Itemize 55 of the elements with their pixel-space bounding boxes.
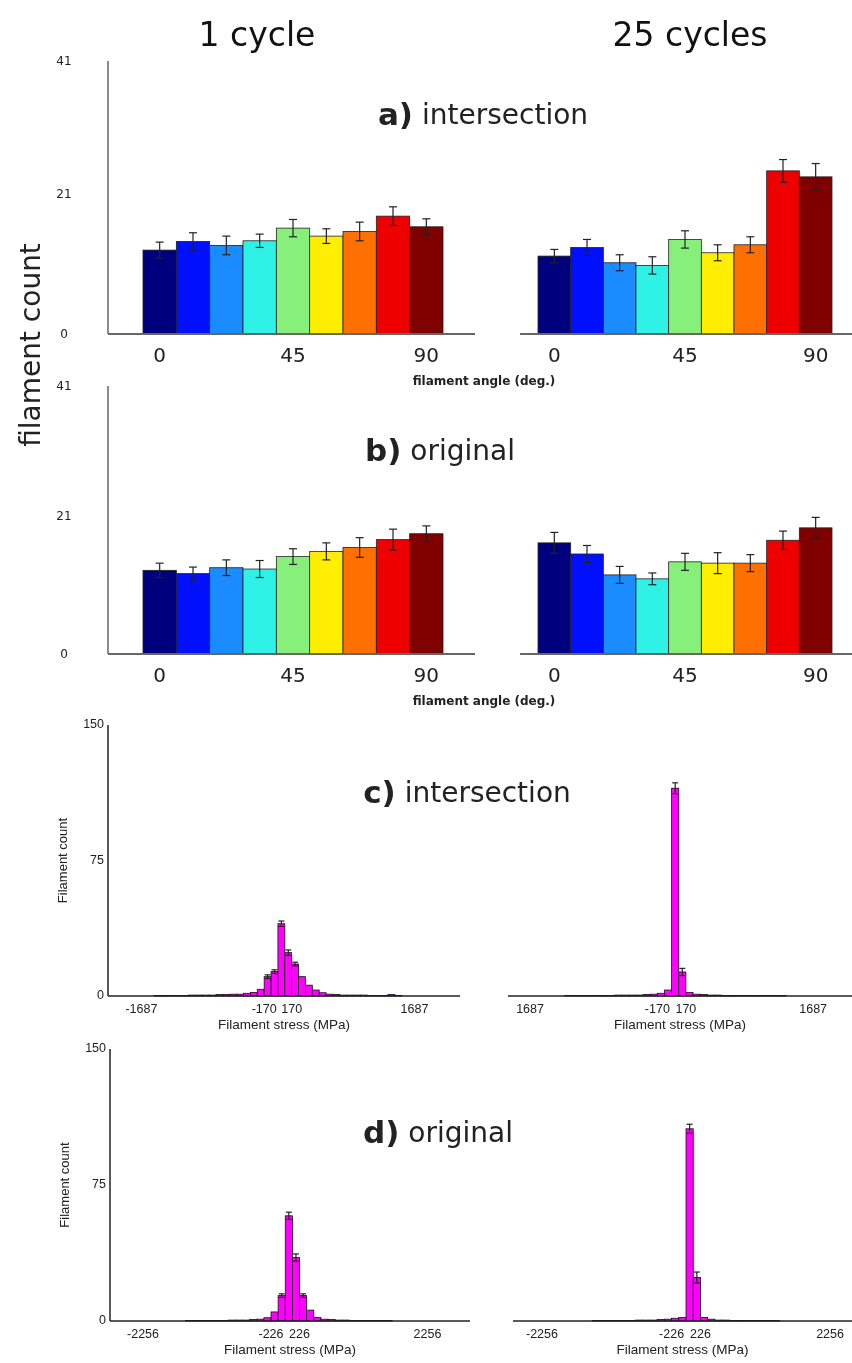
x-tick-label: 0 [547,343,561,367]
x-tick-label: 0 [547,663,561,687]
y-tick-label: 0 [60,326,68,341]
y-tick-label: 150 [85,1041,107,1056]
x-tick-label: -1687 [125,1002,158,1016]
x-tick-label: 170 [675,1002,697,1016]
y-tick-label: 41 [56,378,72,393]
x-tick-label: 45 [280,663,306,687]
x-tick-label: -170 [644,1002,670,1016]
y-axis-title: Filament count [57,1141,73,1228]
x-tick-label: 90 [802,343,829,367]
y-tick-label: 150 [83,717,105,732]
x-tick-label: -170 [251,1002,277,1016]
x-tick-label: 0 [153,343,167,367]
x-tick-label: 2256 [413,1327,442,1341]
x-tick-label: 226 [289,1327,310,1341]
y-tick-label: 75 [90,852,105,867]
y-tick-label: 21 [56,509,72,524]
y-axis-title: filament count [14,243,47,447]
x-axis-title: Filament stress (MPa) [616,1342,749,1357]
x-tick-label: -226 [659,1327,685,1341]
annotation: b) original [365,431,515,468]
x-tick-label: 1687 [799,1002,828,1016]
x-tick-label: 1687 [400,1002,429,1016]
y-tick-label: 0 [99,1313,107,1328]
y-tick-label: 75 [92,1177,107,1192]
x-tick-label: 1687 [516,1002,545,1016]
y-tick-label: 0 [97,988,105,1003]
y-tick-label: 21 [56,186,72,201]
x-tick-label: 170 [281,1002,303,1016]
x-tick-label: 90 [802,663,829,687]
annotation: c) intersection [363,773,571,810]
x-tick-label: 45 [280,343,306,367]
y-axis-title: Filament count [55,817,71,904]
annotation: a) intersection [377,95,589,132]
x-axis-title: Filament stress (MPa) [217,1017,351,1032]
x-tick-label: -226 [258,1327,284,1341]
x-tick-label: 45 [672,343,698,367]
chart-title: 25 cycles [612,14,768,54]
annotation: d) original [363,1113,513,1150]
y-tick-label: 41 [56,53,72,68]
x-axis-title: filament angle (deg.) [412,694,556,708]
x-axis-title: Filament stress (MPa) [223,1342,357,1357]
x-tick-label: 226 [690,1327,711,1341]
x-tick-label: -2256 [525,1327,559,1341]
x-tick-label: -2256 [127,1327,160,1341]
x-tick-label: 90 [413,343,440,367]
x-axis-title: filament angle (deg.) [412,374,556,388]
chart-title: 1 cycle [198,14,316,54]
x-tick-label: 2256 [816,1327,844,1341]
x-tick-label: 45 [672,663,698,687]
x-axis-title: Filament stress (MPa) [613,1017,747,1032]
x-tick-label: 0 [153,663,167,687]
y-tick-label: 0 [60,646,68,661]
x-tick-label: 90 [413,663,440,687]
